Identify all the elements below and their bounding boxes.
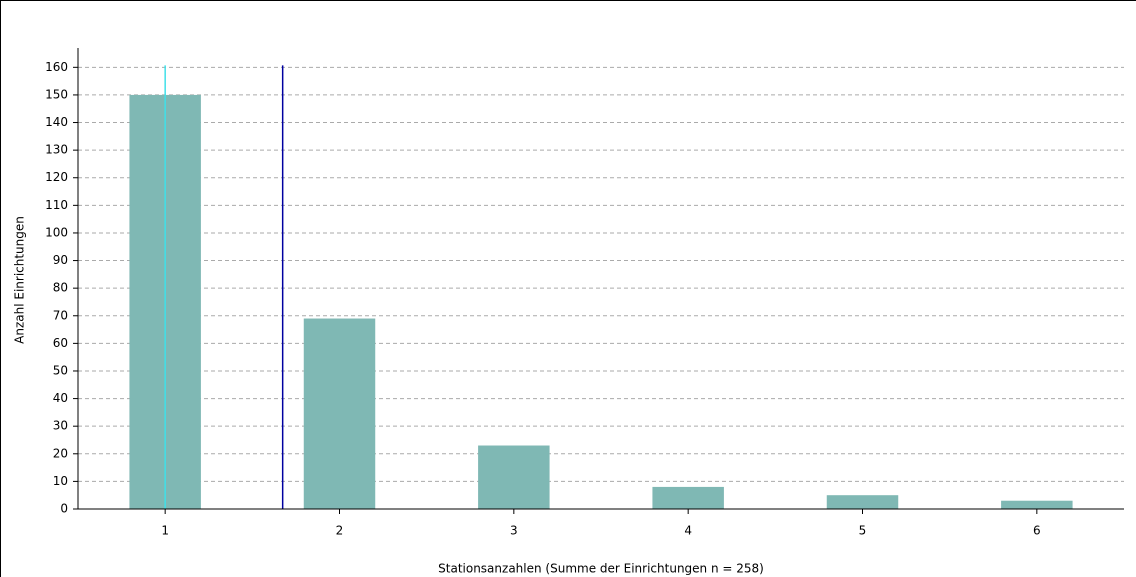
y-tick-label: 80 [53,281,68,295]
bar [826,495,899,509]
y-tick-label: 50 [53,363,68,377]
y-tick-label: 70 [53,308,68,322]
x-tick-label: 4 [684,524,692,538]
bar [652,486,724,509]
y-tick-label: 140 [45,115,68,129]
y-tick-label: 110 [45,198,68,212]
x-tick-label: 2 [336,524,344,538]
bar [1001,500,1073,509]
bar [478,445,550,509]
y-tick-label: 60 [53,336,68,350]
y-tick-label: 0 [60,502,68,516]
y-tick-label: 160 [45,60,68,74]
y-tick-label: 40 [53,391,68,405]
x-tick-label: 1 [161,524,169,538]
x-tick-label: 6 [1033,524,1041,538]
y-tick-label: 120 [45,170,68,184]
x-tick-label: 5 [859,524,867,538]
y-tick-label: 10 [53,474,68,488]
x-axis-label: Stationsanzahlen (Summe der Einrichtunge… [438,562,764,576]
y-tick-label: 100 [45,225,68,239]
y-tick-label: 30 [53,419,68,433]
bar [303,318,376,509]
y-tick-label: 90 [53,253,68,267]
y-tick-label: 130 [45,143,68,157]
x-tick-label: 3 [510,524,518,538]
y-axis-label: Anzahl Einrichtungen [13,216,27,344]
y-tick-label: 20 [53,446,68,460]
y-tick-label: 150 [45,87,68,101]
